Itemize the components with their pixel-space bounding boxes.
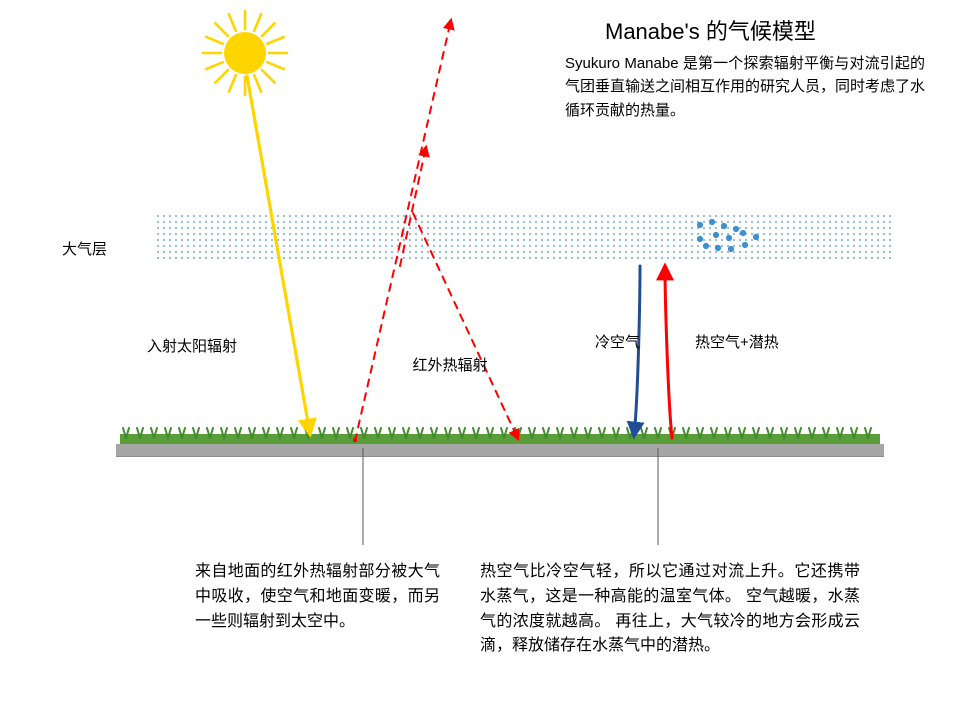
- explanation-convection: 热空气比冷空气轻，所以它通过对流上升。它还携带水蒸气，这是一种高能的温室气体。 …: [480, 560, 860, 659]
- explanation-infrared: 来自地面的红外热辐射部分被大气中吸收，使空气和地面变暖，而另一些则辐射到太空中。: [195, 560, 440, 634]
- label-atmosphere: 大气层: [62, 240, 107, 260]
- label-cold-air: 冷空气: [595, 333, 640, 353]
- title: Manabe's 的气候模型: [605, 18, 816, 47]
- diagram-stage: { "canvas": {"w": 958, "h": 715, "bg": "…: [0, 0, 958, 715]
- label-incoming-solar: 入射太阳辐射: [147, 337, 237, 357]
- label-warm-air: 热空气+潜热: [695, 333, 779, 353]
- label-infrared: 红外热辐射: [410, 356, 490, 376]
- intro-paragraph: Syukuro Manabe 是第一个探索辐射平衡与对流引起的气团垂直输送之间相…: [565, 52, 925, 122]
